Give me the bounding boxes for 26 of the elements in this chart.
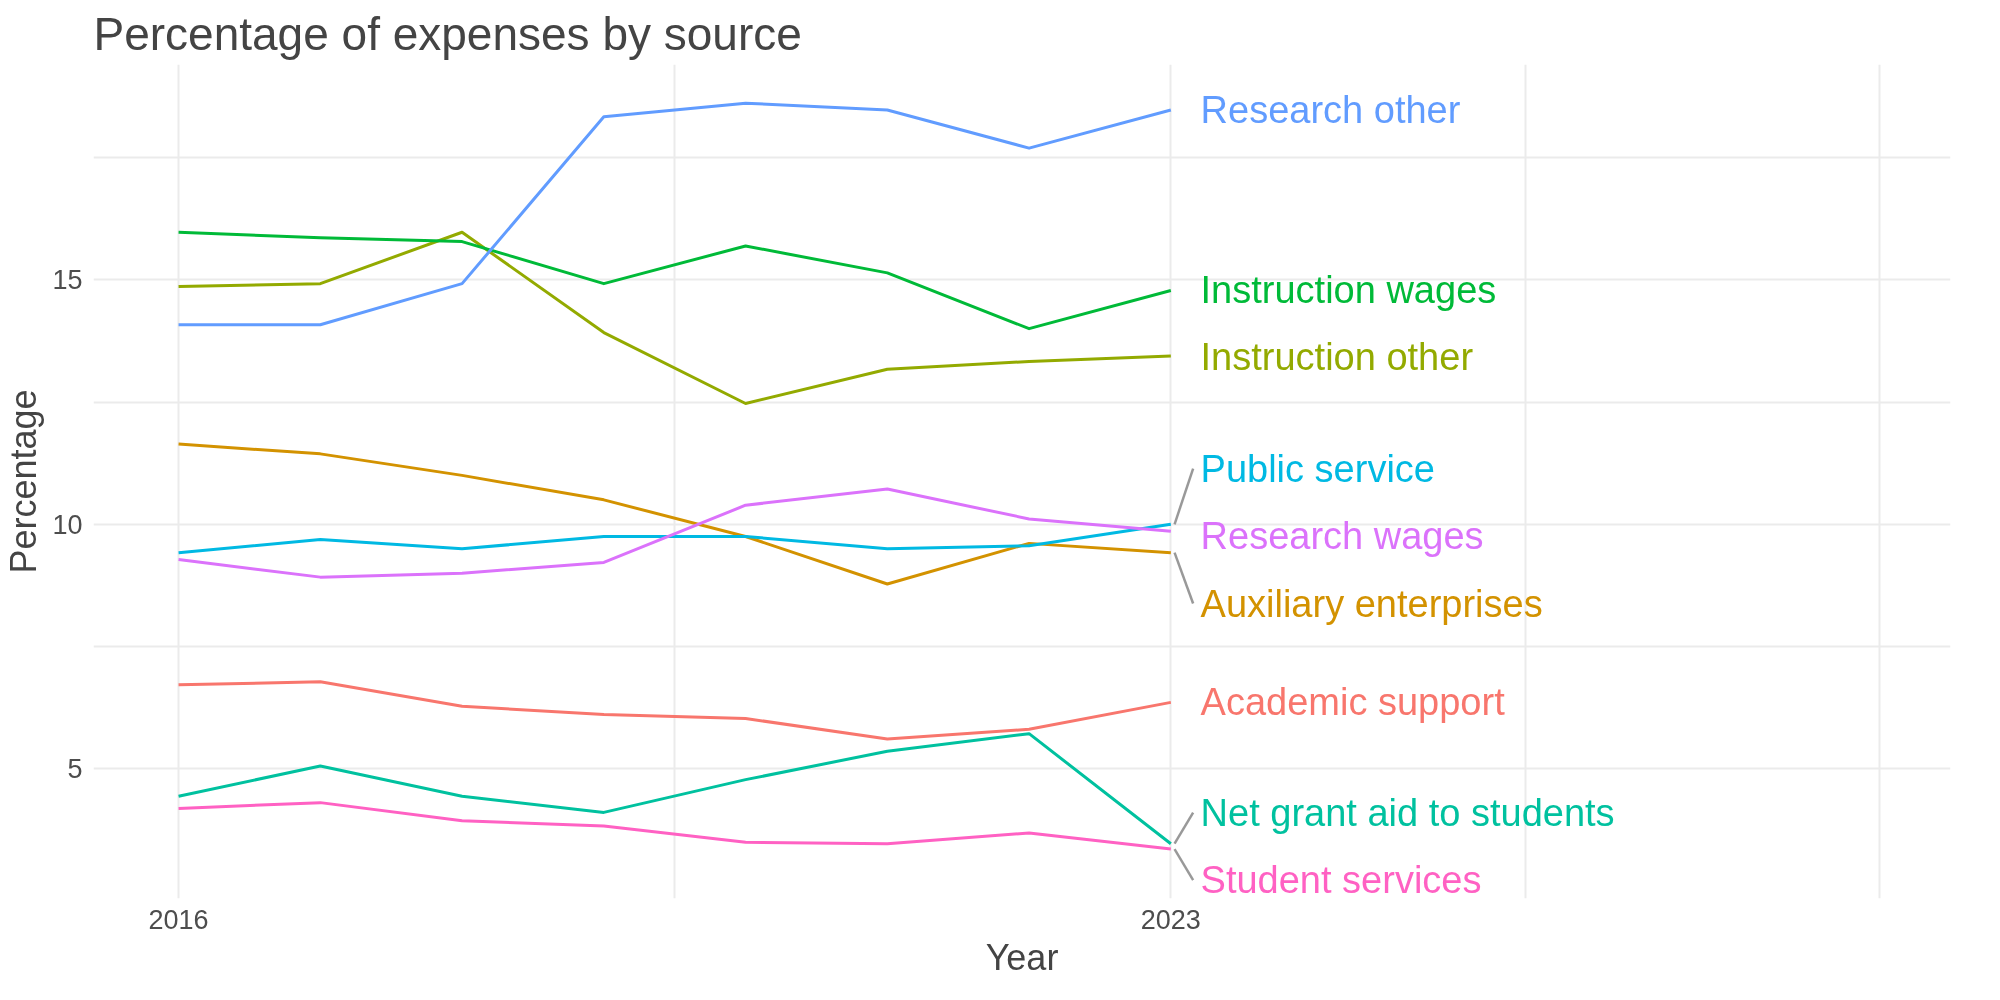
line-series bbox=[177, 101, 1173, 327]
line-series bbox=[177, 801, 1173, 851]
series-label: Public service bbox=[1200, 447, 1435, 490]
series-label: Auxiliary enterprises bbox=[1200, 582, 1543, 625]
line-series bbox=[177, 680, 1173, 741]
line-series bbox=[177, 230, 1173, 405]
series-label: Student services bbox=[1200, 859, 1482, 902]
x-axis-title: Year bbox=[985, 936, 1059, 978]
chart-title: Percentage of expenses by source bbox=[93, 7, 802, 60]
y-tick-label: 15 bbox=[52, 265, 83, 296]
series-label: Research other bbox=[1200, 88, 1461, 131]
line-series bbox=[177, 522, 1173, 555]
line-series bbox=[177, 442, 1173, 586]
series-label: Instruction wages bbox=[1200, 268, 1497, 311]
line-series bbox=[177, 732, 1173, 846]
series-label: Instruction other bbox=[1200, 336, 1474, 379]
y-tick-label: 10 bbox=[52, 509, 83, 540]
series-label: Net grant aid to students bbox=[1200, 791, 1615, 834]
line-series bbox=[177, 230, 1173, 331]
y-axis-title: Percentage bbox=[3, 389, 45, 574]
y-tick-label: 5 bbox=[67, 754, 83, 785]
series-label: Research wages bbox=[1200, 515, 1484, 558]
x-tick-label: 2023 bbox=[1140, 904, 1201, 935]
x-tick-label: 2016 bbox=[148, 904, 209, 935]
series-label: Academic support bbox=[1200, 681, 1506, 724]
line-series bbox=[177, 487, 1173, 579]
